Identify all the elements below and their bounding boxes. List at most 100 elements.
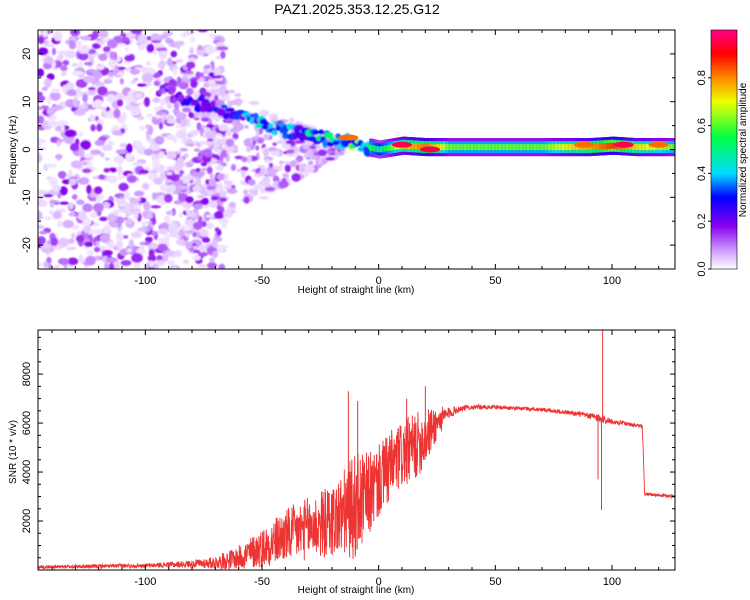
noise-blob (53, 31, 63, 42)
noise-blob (82, 168, 92, 174)
noise-blob (138, 169, 149, 175)
noise-blob (57, 50, 69, 55)
noise-blob (214, 148, 222, 153)
noise-blob (197, 264, 207, 268)
noise-blob (223, 145, 230, 149)
spectrogram-ylabel: Frequency (Hz) (8, 116, 19, 185)
noise-blob (72, 98, 79, 108)
noise-blob (184, 174, 191, 183)
spec-xtick-label: -50 (254, 275, 270, 287)
noise-blob (107, 141, 115, 146)
noise-blob (82, 161, 88, 165)
noise-blob (196, 195, 206, 199)
noise-blob (155, 47, 168, 51)
noise-blob (139, 125, 145, 131)
noise-blob (38, 225, 45, 229)
noise-blob (107, 39, 119, 49)
noise-blob (154, 135, 165, 145)
noise-blob (75, 234, 85, 243)
ridge-blob (323, 131, 334, 139)
noise-blob (118, 182, 129, 192)
noise-blob (125, 66, 131, 72)
noise-blob (203, 148, 213, 158)
noise-blob (116, 99, 124, 107)
noise-blob (207, 78, 216, 85)
noise-blob (248, 101, 260, 105)
noise-blob (186, 212, 197, 218)
noise-blob (80, 35, 92, 41)
colorbar-ticks: 0.0 0.2 0.4 0.6 0.8 (696, 70, 711, 277)
noise-blob (176, 43, 181, 50)
noise-blob (186, 87, 194, 96)
noise-blob (95, 241, 100, 247)
noise-blob (56, 138, 64, 143)
noise-blob (197, 30, 209, 33)
noise-blob (312, 144, 322, 150)
noise-blob (126, 217, 133, 225)
noise-blob (326, 149, 333, 154)
noise-blob (38, 210, 43, 221)
ridge-blob (225, 107, 235, 113)
noise-blob (288, 117, 295, 124)
noise-blob (133, 191, 144, 197)
noise-blob (125, 143, 133, 154)
noise-blob (104, 262, 109, 269)
noise-blob (204, 64, 211, 69)
noise-blob (220, 51, 226, 59)
spec-ytick-label: -20 (21, 237, 33, 253)
noise-blob (189, 47, 195, 54)
noise-blob (281, 143, 288, 149)
noise-blob (76, 40, 83, 51)
noise-blob (60, 72, 67, 76)
noise-blob (278, 163, 283, 172)
noise-blob (201, 117, 210, 122)
noise-blob (43, 261, 49, 269)
noise-blob (103, 51, 110, 55)
noise-blob (82, 93, 88, 103)
noise-blob (200, 161, 208, 167)
noise-blob (113, 198, 125, 203)
noise-blob (243, 189, 248, 195)
noise-blob (195, 71, 201, 80)
hot-spot (648, 141, 669, 148)
noise-blob (46, 96, 52, 105)
noise-blob (70, 160, 83, 169)
noise-blob (218, 123, 229, 132)
noise-blob (122, 95, 129, 101)
noise-blob (232, 133, 239, 140)
hot-spot (420, 146, 440, 153)
noise-blob (195, 167, 201, 173)
noise-blob (82, 153, 95, 159)
noise-blob (258, 196, 270, 200)
noise-blob (88, 114, 96, 122)
noise-blob (107, 72, 115, 77)
noise-blob (50, 88, 61, 94)
noise-blob (52, 184, 61, 192)
ridge-blob (322, 139, 328, 149)
snr-xtick-label: -100 (134, 576, 156, 588)
noise-blob (38, 95, 46, 102)
noise-blob (247, 154, 252, 164)
noise-blob (146, 43, 155, 53)
noise-blob (113, 155, 125, 164)
spec-ytick-label: -10 (21, 189, 33, 205)
noise-blob (139, 66, 148, 73)
noise-blob (198, 244, 204, 253)
noise-blob (64, 129, 76, 138)
noise-blob (60, 65, 68, 72)
ridge-band (338, 134, 675, 159)
noise-blob (71, 62, 79, 67)
noise-blob (70, 232, 76, 239)
noise-blob (94, 115, 99, 121)
noise-blob (154, 115, 161, 119)
noise-blob (116, 43, 127, 47)
noise-blob (151, 217, 157, 226)
noise-blob (255, 145, 260, 151)
noise-blob (99, 216, 108, 222)
spec-xtick-label: 0 (376, 275, 382, 287)
noise-blob (62, 219, 74, 229)
noise-blob (82, 217, 92, 227)
noise-blob (243, 196, 250, 204)
noise-blob (175, 59, 184, 64)
